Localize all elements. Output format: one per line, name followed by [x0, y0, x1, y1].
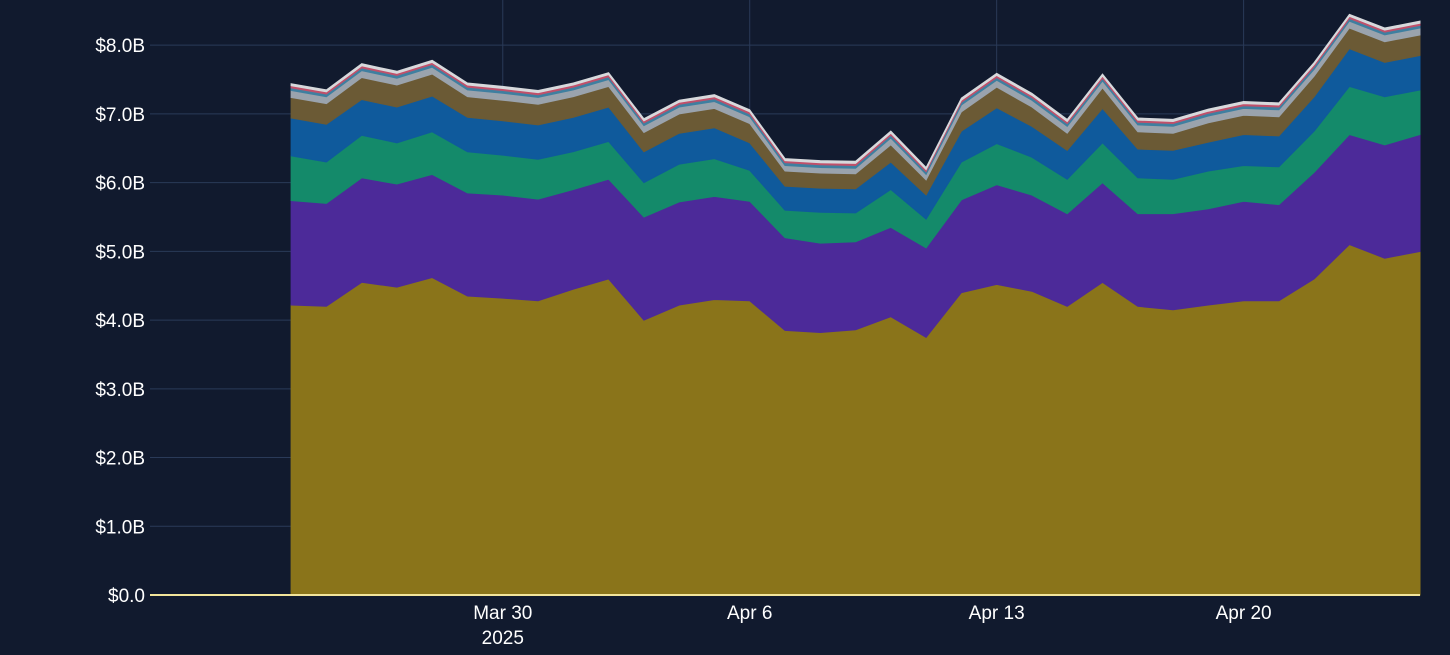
- x-tick-sublabel: 2025: [482, 628, 524, 649]
- y-tick-label: $1.0B: [95, 517, 145, 538]
- y-tick-label: $4.0B: [95, 311, 145, 332]
- y-tick-label: $0.0: [108, 586, 145, 607]
- axis-layer: $0.0 $1.0B $2.0B $3.0B $4.0B $5.0B $6.0B $7.0B $…: [95, 36, 1420, 649]
- y-tick-label: $2.0B: [95, 449, 145, 470]
- y-tick-label: $7.0B: [95, 105, 145, 126]
- x-tick-label: Apr 6: [727, 603, 772, 624]
- x-tick-label: Apr 20: [1216, 603, 1272, 624]
- y-tick-label: $8.0B: [95, 36, 145, 57]
- x-tick-label: Mar 30: [473, 603, 532, 624]
- y-tick-label: $6.0B: [95, 174, 145, 195]
- x-tick-label: Apr 13: [969, 603, 1025, 624]
- area-series-9: [290, 13, 1421, 171]
- area-layer: [290, 13, 1421, 596]
- y-tick-label: $3.0B: [95, 380, 145, 401]
- y-tick-label: $5.0B: [95, 242, 145, 263]
